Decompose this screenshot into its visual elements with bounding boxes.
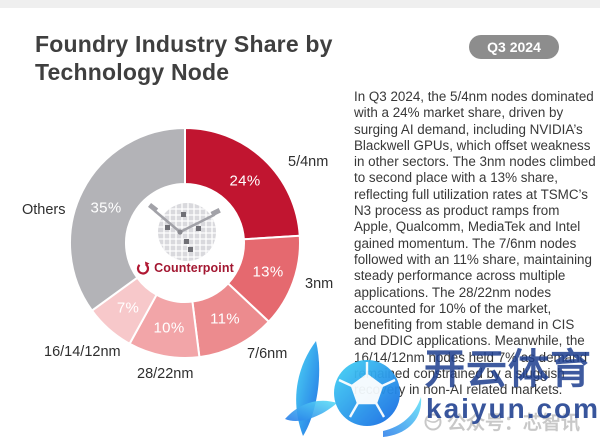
node-label-3nm: 3nm xyxy=(305,276,334,292)
wafer-die-marks xyxy=(165,212,201,252)
node-label-28-22nm: 28/22nm xyxy=(137,366,194,382)
slice-percent-5-4nm: 24% xyxy=(229,172,261,190)
counterpoint-brand: Counterpoint xyxy=(135,260,235,276)
wafer-circle xyxy=(158,203,216,261)
tweezer-hands xyxy=(153,209,216,234)
wafer-logo-graphic xyxy=(148,202,221,261)
top-strip xyxy=(0,0,600,8)
gray-ball-icon xyxy=(424,413,442,430)
tweezer-tips xyxy=(148,202,221,235)
counterpoint-circle-arrow-icon xyxy=(137,261,150,275)
node-label-5-4nm: 5/4nm xyxy=(288,154,329,170)
analysis-paragraph: In Q3 2024, the 5/4nm nodes dominated wi… xyxy=(354,89,596,398)
page-title: Foundry Industry Share by Technology Nod… xyxy=(35,31,333,86)
slice-percent-others: 35% xyxy=(90,199,122,217)
donut-slice-5/4nm xyxy=(184,127,301,241)
watermark-brand-cn: 开云体育 xyxy=(424,346,592,392)
wechat-account-line: 公众号：芯智讯 xyxy=(424,408,580,435)
kaiyun-sports-logo-icon xyxy=(285,341,422,437)
wechat-account-text: 公众号：芯智讯 xyxy=(447,413,581,434)
donut-slice-Others xyxy=(69,127,186,312)
slice-percent-16-14-12nm: 7% xyxy=(116,299,140,317)
watermark-url: kaiyun.com xyxy=(426,393,600,424)
node-label-7-6nm: 7/6nm xyxy=(247,346,288,362)
slice-percent-7-6nm: 11% xyxy=(210,310,240,328)
slice-percent-28-22nm: 10% xyxy=(153,319,185,337)
node-label-16-14-12nm: 16/14/12nm xyxy=(44,344,121,360)
counterpoint-label: Counterpoint xyxy=(154,261,234,275)
slice-percent-3nm: 13% xyxy=(252,263,284,281)
quarter-badge: Q3 2024 xyxy=(469,35,559,59)
node-label-others: Others xyxy=(22,202,66,218)
